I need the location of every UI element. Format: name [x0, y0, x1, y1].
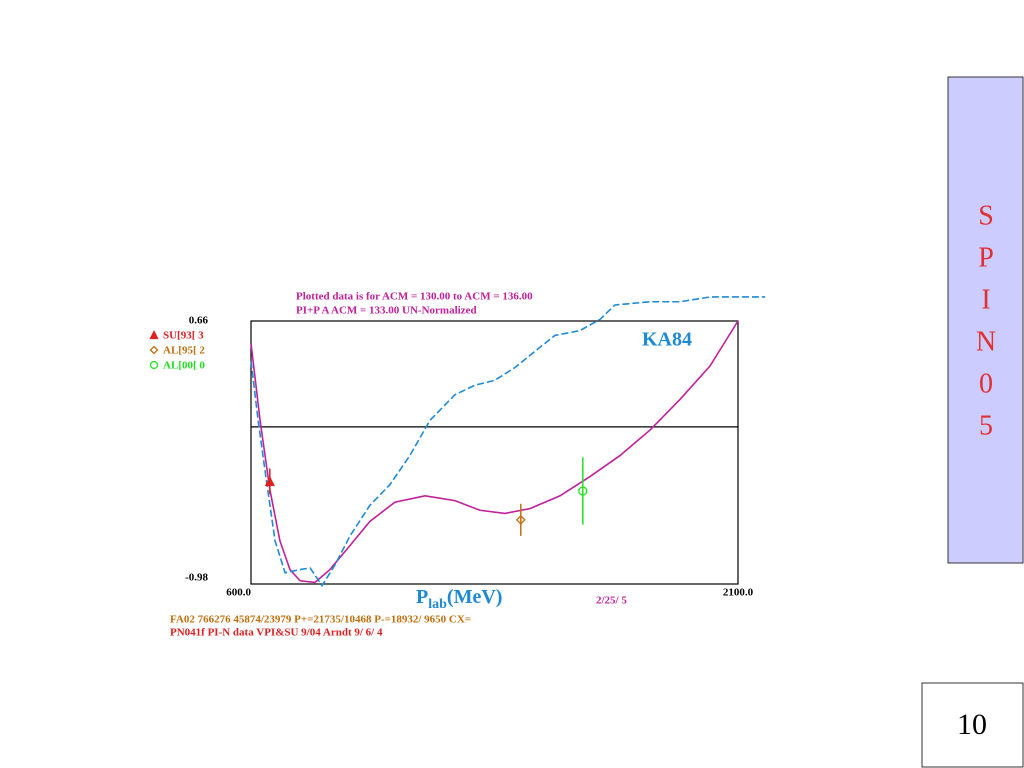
marker: [149, 345, 159, 355]
date: 2/25/ 5: [596, 595, 627, 607]
marker: [149, 360, 159, 370]
marker: [149, 330, 159, 340]
side-letter: N: [976, 326, 996, 357]
side-letter: P: [978, 242, 994, 273]
marker: [515, 514, 526, 525]
x-label-sub: lab: [428, 597, 447, 612]
x-tick-label: 2100.0: [723, 587, 754, 599]
legend-label: SU[93[ 3: [163, 330, 204, 342]
side-panel: [947, 76, 1024, 564]
annotation: KA84: [642, 329, 692, 351]
side-letter: S: [978, 200, 994, 231]
footer-line: FA02 766276 45874/23979 P+=21735/10468 P…: [170, 614, 471, 626]
x-label-unit: (MeV): [447, 586, 503, 608]
x-tick-label: 600.0: [226, 587, 251, 599]
marker: [578, 486, 588, 496]
legend-label: AL[00[ 0: [163, 360, 205, 372]
side-letter: I: [981, 284, 990, 315]
marker: [264, 475, 275, 487]
x-label-main: P: [416, 586, 428, 608]
curve: [250, 320, 739, 584]
header-line: Plotted data is for ACM = 130.00 to ACM …: [296, 291, 533, 303]
y-tick-label: 0.66: [189, 315, 209, 327]
legend-label: AL[95[ 2: [163, 345, 205, 357]
page-number: 10: [957, 708, 987, 741]
page-number-box: [921, 682, 1024, 768]
header-line: PI+P A ACM = 133.00 UN-Normalized: [296, 305, 477, 317]
y-tick-label: -0.98: [185, 572, 208, 584]
footer-line: PN041f PI-N data VPI&SU 9/04 Arndt 9/ 6/…: [170, 627, 383, 639]
side-letter: 5: [979, 410, 993, 441]
x-axis-label: Plab(MeV): [416, 586, 502, 613]
curve: [250, 296, 765, 588]
plot-frame: [250, 320, 739, 585]
side-letter: 0: [979, 368, 993, 399]
